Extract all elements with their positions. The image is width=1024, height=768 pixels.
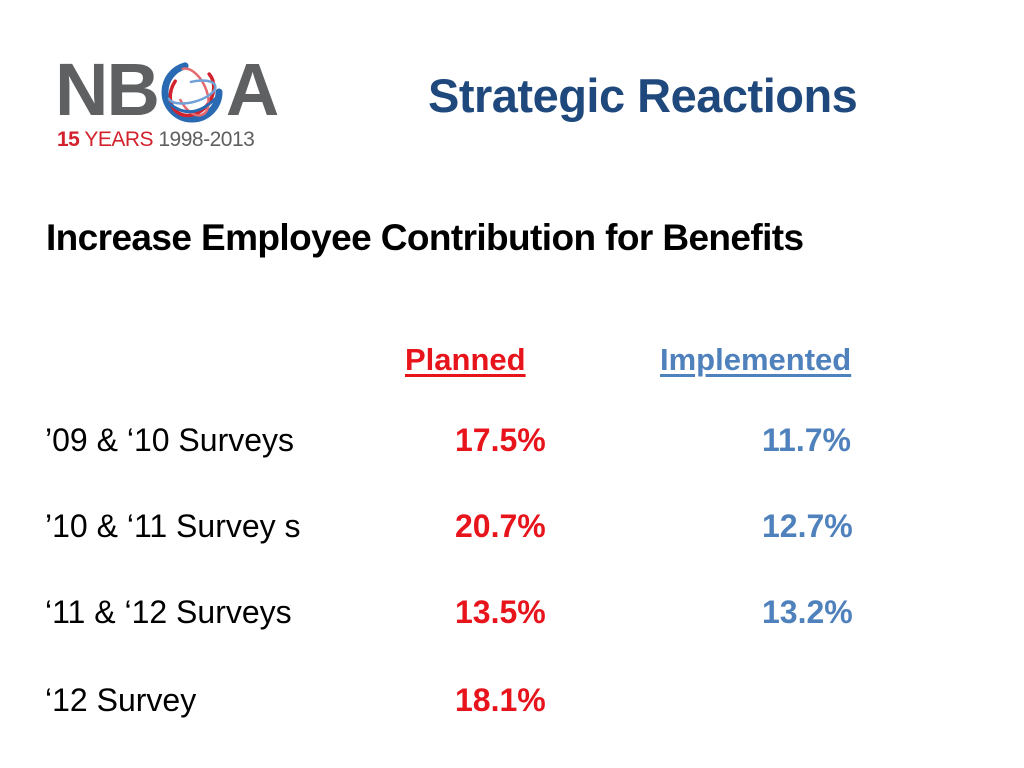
row-label: ‘12 Survey <box>45 682 197 718</box>
implemented-value: 13.2% <box>762 594 853 630</box>
row-label: ‘11 & ‘12 Surveys <box>45 594 292 630</box>
logo-wordmark-left: NB <box>55 48 160 131</box>
planned-value: 13.5% <box>455 594 546 630</box>
planned-value: 18.1% <box>455 682 546 718</box>
logo-globe-icon <box>161 61 223 123</box>
column-header-implemented: Implemented <box>660 342 852 377</box>
table-row: ‘11 & ‘12 Surveys 13.5% 13.2% <box>0 586 1024 638</box>
logo-years-range: 1998-2013 <box>158 128 255 151</box>
implemented-value: 11.7% <box>762 422 851 458</box>
nboa-logo: NB A 15 YEARS 1998-2013 <box>55 52 280 152</box>
planned-value: 20.7% <box>455 508 546 544</box>
implemented-value: 12.7% <box>762 508 853 544</box>
table-row: ’09 & ‘10 Surveys 17.5% 11.7% <box>0 414 1024 466</box>
logo-years-line: 15 YEARS 1998-2013 <box>57 128 255 152</box>
column-header-planned: Planned <box>405 342 526 377</box>
logo-wordmark-right: A <box>225 48 279 131</box>
row-label: ’10 & ‘11 Survey s <box>45 508 301 544</box>
logo-years-word: YEARS <box>84 128 154 151</box>
logo-wordmark: NB A <box>55 48 279 131</box>
row-label: ’09 & ‘10 Surveys <box>45 422 295 458</box>
table-row: ’10 & ‘11 Survey s 20.7% 12.7% <box>0 500 1024 552</box>
planned-value: 17.5% <box>455 422 546 458</box>
slide-subtitle: Increase Employee Contribution for Benef… <box>46 217 804 258</box>
table-row: ‘12 Survey 18.1% <box>0 674 1024 726</box>
logo-years-number: 15 <box>57 128 80 151</box>
slide-title: Strategic Reactions <box>428 69 858 122</box>
